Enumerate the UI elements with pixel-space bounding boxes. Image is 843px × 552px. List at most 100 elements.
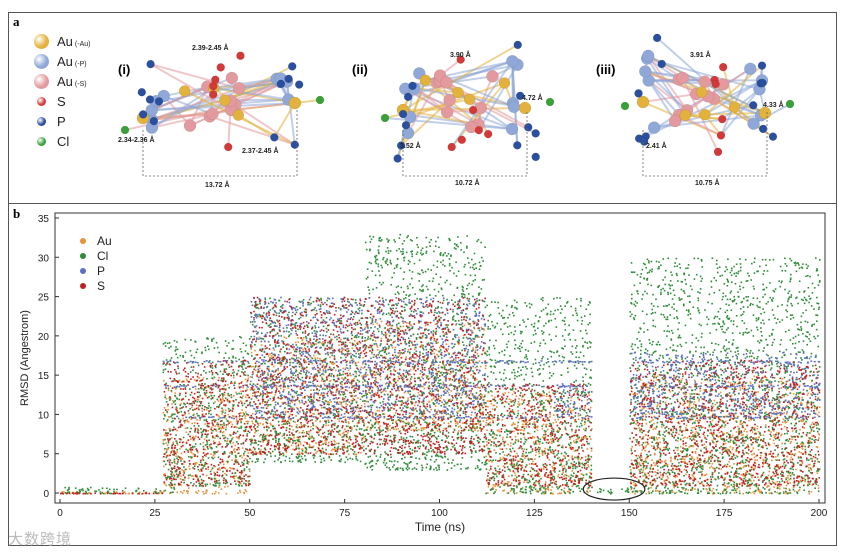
- data-point: [272, 427, 275, 430]
- data-point: [168, 347, 170, 349]
- data-point: [360, 451, 362, 454]
- data-point: [783, 395, 785, 398]
- data-point: [425, 296, 428, 299]
- data-point: [281, 423, 283, 426]
- data-point: [294, 374, 297, 377]
- data-point: [461, 394, 463, 396]
- data-point: [406, 322, 408, 324]
- data-point: [748, 419, 750, 422]
- atom-p: [757, 61, 767, 70]
- data-point: [314, 448, 316, 451]
- data-point: [634, 492, 636, 495]
- data-point: [389, 429, 391, 431]
- data-point: [236, 393, 238, 395]
- data-point: [336, 374, 339, 376]
- data-point: [227, 384, 229, 386]
- data-point: [295, 415, 297, 417]
- data-point: [548, 476, 551, 479]
- data-point: [410, 429, 413, 432]
- data-point: [484, 367, 487, 370]
- data-point: [792, 392, 795, 395]
- data-point: [162, 379, 165, 382]
- data-point: [217, 414, 220, 417]
- data-point: [436, 353, 438, 356]
- data-point: [267, 372, 269, 374]
- data-point: [203, 370, 205, 372]
- data-point: [229, 442, 232, 444]
- data-point: [164, 448, 166, 450]
- data-point: [251, 321, 254, 323]
- data-point: [253, 448, 256, 451]
- data-point: [342, 341, 345, 344]
- data-point: [648, 474, 651, 477]
- data-point: [327, 419, 330, 421]
- data-point: [791, 430, 794, 432]
- data-point: [182, 479, 184, 481]
- data-point: [744, 472, 747, 474]
- data-point: [654, 464, 656, 467]
- data-point: [654, 427, 656, 430]
- data-point: [787, 474, 789, 477]
- data-point: [336, 335, 338, 338]
- data-point: [127, 492, 130, 495]
- data-point: [269, 422, 272, 425]
- data-point: [207, 407, 210, 409]
- data-point: [342, 367, 345, 370]
- data-point: [311, 343, 313, 346]
- data-point: [307, 433, 310, 436]
- data-point: [375, 420, 378, 423]
- data-point: [528, 463, 531, 465]
- data-point: [224, 340, 227, 342]
- data-point: [437, 341, 440, 344]
- data-point: [801, 448, 804, 450]
- data-point: [492, 420, 494, 422]
- data-point: [288, 391, 290, 393]
- data-point: [216, 406, 218, 408]
- data-point: [770, 415, 773, 418]
- data-point: [357, 323, 359, 326]
- data-point: [346, 329, 349, 332]
- data-point: [384, 464, 387, 466]
- atom-p: [768, 132, 778, 141]
- data-point: [66, 489, 69, 492]
- data-point: [656, 379, 659, 381]
- data-point: [267, 405, 269, 408]
- data-point: [362, 400, 364, 402]
- data-point: [634, 482, 637, 485]
- data-point: [308, 445, 311, 447]
- data-point: [291, 453, 293, 456]
- data-point: [184, 338, 187, 341]
- atom-au: [288, 96, 302, 110]
- bond: [209, 115, 296, 146]
- atom-au: [178, 85, 191, 97]
- data-point: [258, 388, 260, 391]
- data-point: [513, 477, 516, 480]
- data-point: [296, 390, 298, 393]
- data-point: [202, 459, 205, 461]
- data-point: [730, 417, 732, 420]
- data-point: [523, 481, 525, 483]
- data-point: [814, 407, 816, 410]
- data-point: [295, 344, 298, 346]
- data-point: [121, 490, 124, 492]
- data-point: [254, 344, 256, 346]
- data-point: [224, 472, 226, 475]
- bond: [642, 92, 697, 103]
- data-point: [810, 468, 813, 471]
- data-point: [295, 456, 298, 458]
- data-point: [536, 426, 539, 429]
- data-point: [557, 475, 559, 478]
- data-point: [667, 477, 669, 479]
- data-point: [68, 486, 70, 489]
- data-point: [250, 449, 253, 452]
- data-point: [443, 422, 445, 424]
- data-point: [298, 378, 300, 380]
- data-point: [362, 305, 365, 307]
- data-point: [235, 461, 237, 464]
- data-point: [423, 427, 426, 429]
- atom-aup: [505, 122, 519, 136]
- data-point: [227, 407, 230, 410]
- data-point: [234, 451, 236, 453]
- data-point: [806, 403, 808, 406]
- data-point: [283, 318, 286, 320]
